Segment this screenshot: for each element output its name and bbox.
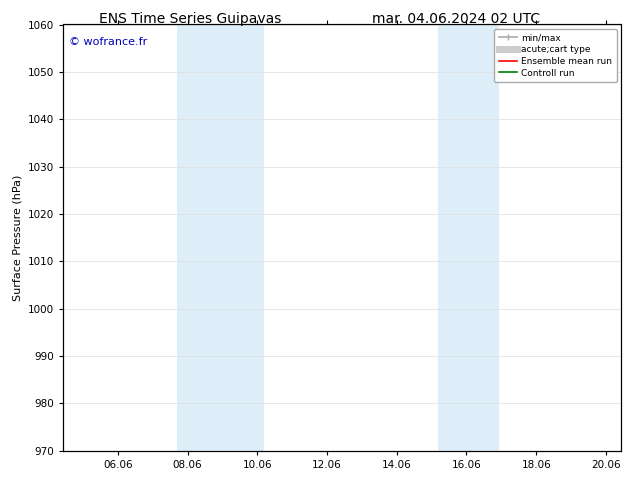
Bar — [177, 24, 264, 451]
Text: © wofrance.fr: © wofrance.fr — [69, 37, 147, 48]
Y-axis label: Surface Pressure (hPa): Surface Pressure (hPa) — [13, 174, 23, 301]
Text: mar. 04.06.2024 02 UTC: mar. 04.06.2024 02 UTC — [372, 12, 541, 26]
Legend: min/max, acute;cart type, Ensemble mean run, Controll run: min/max, acute;cart type, Ensemble mean … — [495, 29, 617, 82]
Text: ENS Time Series Guipavas: ENS Time Series Guipavas — [99, 12, 281, 26]
Bar — [438, 24, 499, 451]
